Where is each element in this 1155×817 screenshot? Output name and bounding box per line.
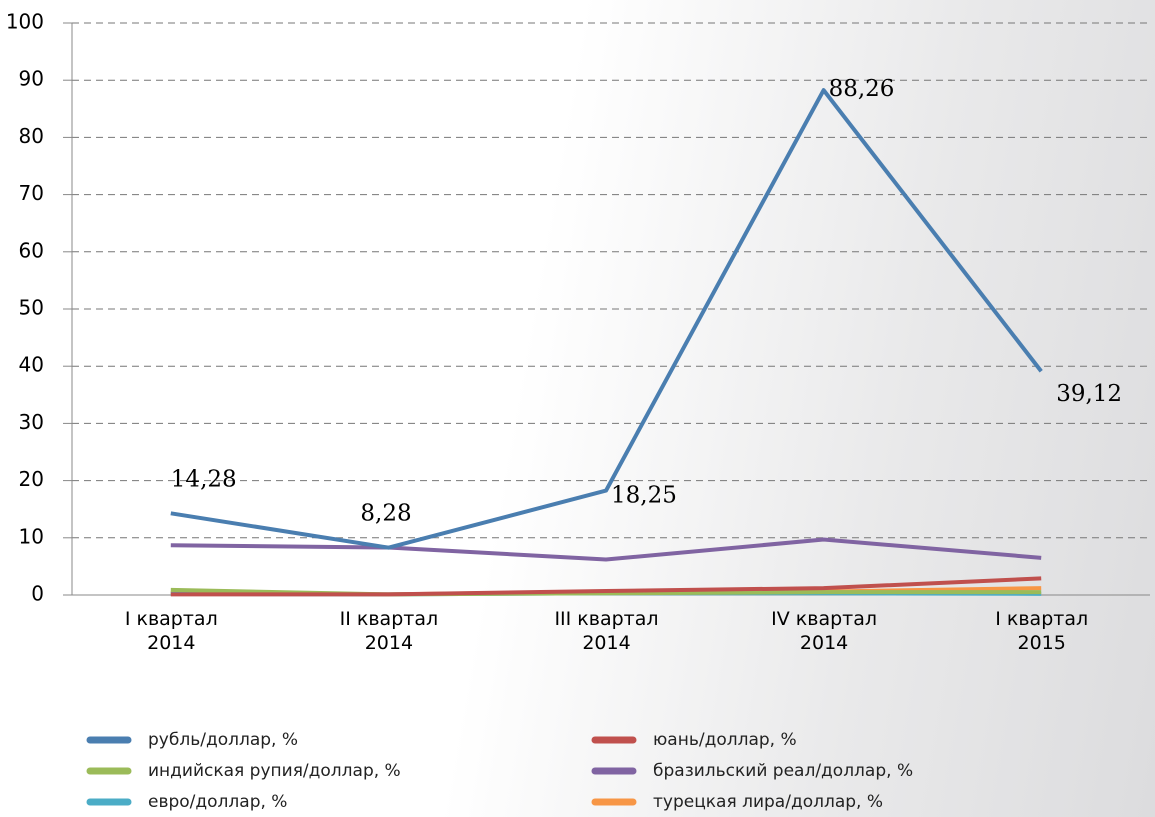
legend-label: турецкая лира/доллар, % <box>653 792 883 812</box>
legend-label: индийская рупия/доллар, % <box>148 761 401 781</box>
y-tick-label: 60 <box>19 238 44 262</box>
series-line <box>170 576 1042 597</box>
legend-label: евро/доллар, % <box>148 792 287 812</box>
series-line <box>170 88 1043 550</box>
series-line <box>170 537 1042 562</box>
x-tick-label: III квартал 2014 <box>554 608 659 654</box>
data-label: 8,28 <box>360 501 411 527</box>
y-tick-label: 10 <box>19 524 44 548</box>
legend-label: бразильский реал/доллар, % <box>653 761 913 781</box>
y-tick-label: 0 <box>31 582 44 606</box>
y-tick-label: 100 <box>6 10 44 34</box>
legend-label: юань/доллар, % <box>653 730 797 750</box>
x-tick-label: IV квартал 2014 <box>771 608 878 654</box>
y-tick-label: 90 <box>19 67 44 91</box>
legend-label: рубль/доллар, % <box>148 730 298 750</box>
y-tick-label: 30 <box>19 410 44 434</box>
x-tick-label: I квартал 2015 <box>995 608 1089 654</box>
x-tick-label: II квартал 2014 <box>339 608 439 654</box>
y-tick-label: 70 <box>19 181 44 205</box>
y-tick-label: 40 <box>19 353 44 377</box>
y-tick-label: 50 <box>19 296 44 320</box>
data-label: 39,12 <box>1056 381 1122 407</box>
y-tick-label: 80 <box>19 124 44 148</box>
data-label: 18,25 <box>611 483 677 509</box>
x-tick-label: I квартал 2014 <box>124 608 218 654</box>
data-label: 14,28 <box>171 466 237 492</box>
data-label: 88,26 <box>829 76 895 102</box>
y-tick-label: 20 <box>19 467 44 491</box>
